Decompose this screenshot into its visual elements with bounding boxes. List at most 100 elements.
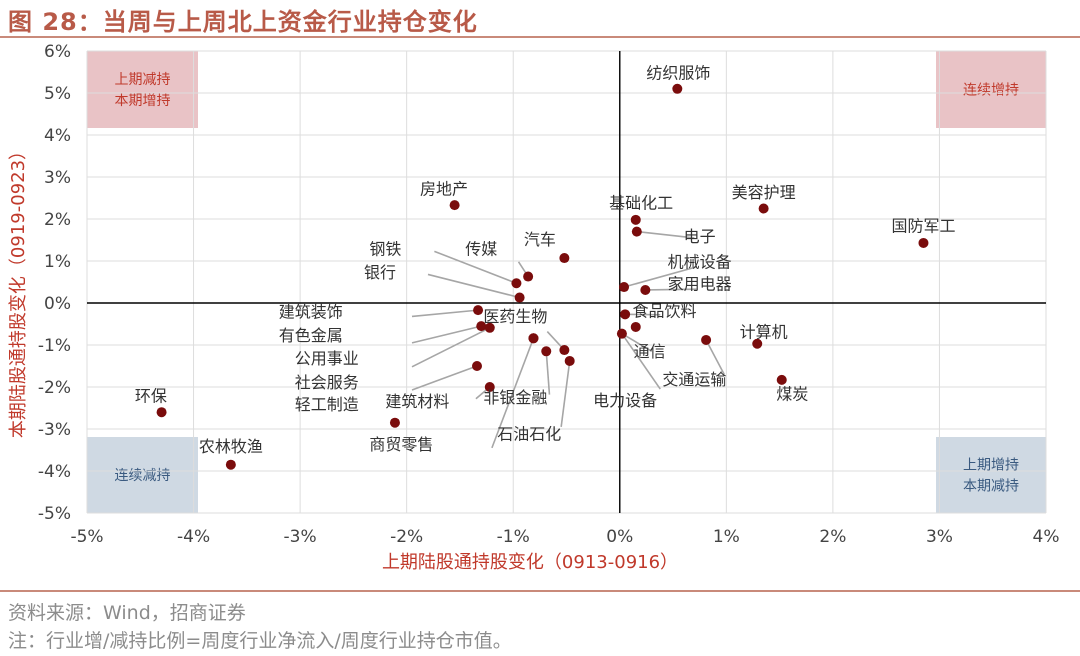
leader-line [645,288,697,291]
leader-line [560,360,571,428]
y-tick-label: -3% [38,420,71,440]
data-point [564,355,575,366]
leader-line [411,325,482,344]
y-tick-label: -5% [38,504,71,524]
leader-line [411,365,478,391]
point-label: 电力设备 [593,391,657,410]
y-tick-label: 4% [44,126,71,146]
x-tick-label: 3% [926,527,953,547]
point-label: 商贸零售 [369,435,433,454]
data-point [473,305,484,316]
point-label: 公用事业 [295,349,359,368]
y-tick-label: -2% [38,378,71,398]
quadrant-box-top-right [936,51,1046,128]
point-label: 医药生物 [483,307,547,326]
point-label: 纺织服饰 [646,63,710,82]
title-rule [0,36,1080,38]
leader-line [621,332,653,352]
data-point [758,203,769,214]
quadrant-label: 本期减持 [963,479,1019,495]
y-tick-label: -4% [38,462,71,482]
x-tick-label: 2% [819,527,846,547]
point-label: 轻工制造 [295,395,359,414]
point-label: 农林牧渔 [199,437,263,456]
point-label: 建筑装饰 [279,303,343,322]
y-tick-label: 5% [44,84,71,104]
x-tick-label: 0% [606,527,633,547]
point-label: 交通运输 [662,370,726,389]
leader-line [623,266,697,288]
data-point [672,83,683,94]
point-label: 社会服务 [295,373,359,392]
quadrant-label: 连续增持 [963,82,1019,99]
data-point [156,407,167,418]
data-point [541,346,552,357]
axes: -5% -4% -3% -2% -1% 0% 1% 2% 3% 4% -5% -4% -3% -2% -1%… [38,42,1060,547]
x-tick-label: -4% [177,527,210,547]
point-label: 机械设备 [668,252,732,271]
point-label: 非银金融 [483,388,547,407]
quadrant-label: 上期减持 [115,72,171,88]
point-label: 建筑材料 [385,392,449,411]
data-point [630,214,641,225]
y-tick-label: 1% [44,252,71,272]
y-tick-label: 3% [44,168,71,188]
leader-line [411,309,479,318]
data-point [918,237,929,248]
data-point [640,284,651,295]
data-point [752,338,763,349]
leader-line [705,339,725,375]
data-point [449,200,460,211]
data-point [511,278,522,289]
point-label: 煤炭 [776,385,808,404]
data-point [484,322,495,333]
point-label: 电子 [684,227,716,246]
x-tick-label: -5% [70,527,103,547]
data-point [620,309,631,320]
data-point [559,253,570,264]
quadrant-box-top-left [87,51,198,128]
quadrant-label: 连续减持 [115,467,171,484]
quadrant-label: 上期增持 [963,458,1019,474]
point-label: 银行 [364,263,396,282]
data-point [559,345,570,356]
point-label: 计算机 [740,322,788,341]
x-tick-label: -2% [390,527,423,547]
leader-line [545,351,551,395]
data-points [156,83,929,470]
data-point [630,321,641,332]
point-label: 钢铁 [369,240,401,259]
y-tick-label: 0% [44,294,71,314]
data-point [389,417,400,428]
data-point [701,334,712,345]
data-point [225,459,236,470]
y-tick-label: 2% [44,210,71,230]
leader-line [491,337,535,449]
data-point [616,328,627,339]
x-tick-label: 1% [713,527,740,547]
quadrant-box-bottom-right [936,437,1046,513]
data-point [471,361,482,371]
point-label: 食品饮料 [633,301,697,320]
point-label: 家用电器 [668,275,732,294]
point-label: 环保 [135,387,167,406]
y-tick-label: -1% [38,336,71,356]
x-tick-label: 4% [1033,527,1060,547]
data-point [523,271,534,282]
quadrant-box-bottom-left [87,437,198,513]
data-point [484,382,495,392]
data-point [514,292,525,303]
quadrant-label: 本期增持 [115,93,171,109]
leader-line [434,250,517,285]
point-label: 美容护理 [732,183,796,202]
x-axis-label: 上期陆股通持股变化（0913-0916） [382,552,678,573]
y-axis-label: 本期陆股通持股变化（0919-0923） [8,142,29,438]
leader-line [411,327,491,368]
x-tick-label: -3% [284,527,317,547]
data-point [776,374,787,385]
data-point [476,321,487,332]
point-label: 传媒 [465,240,497,259]
